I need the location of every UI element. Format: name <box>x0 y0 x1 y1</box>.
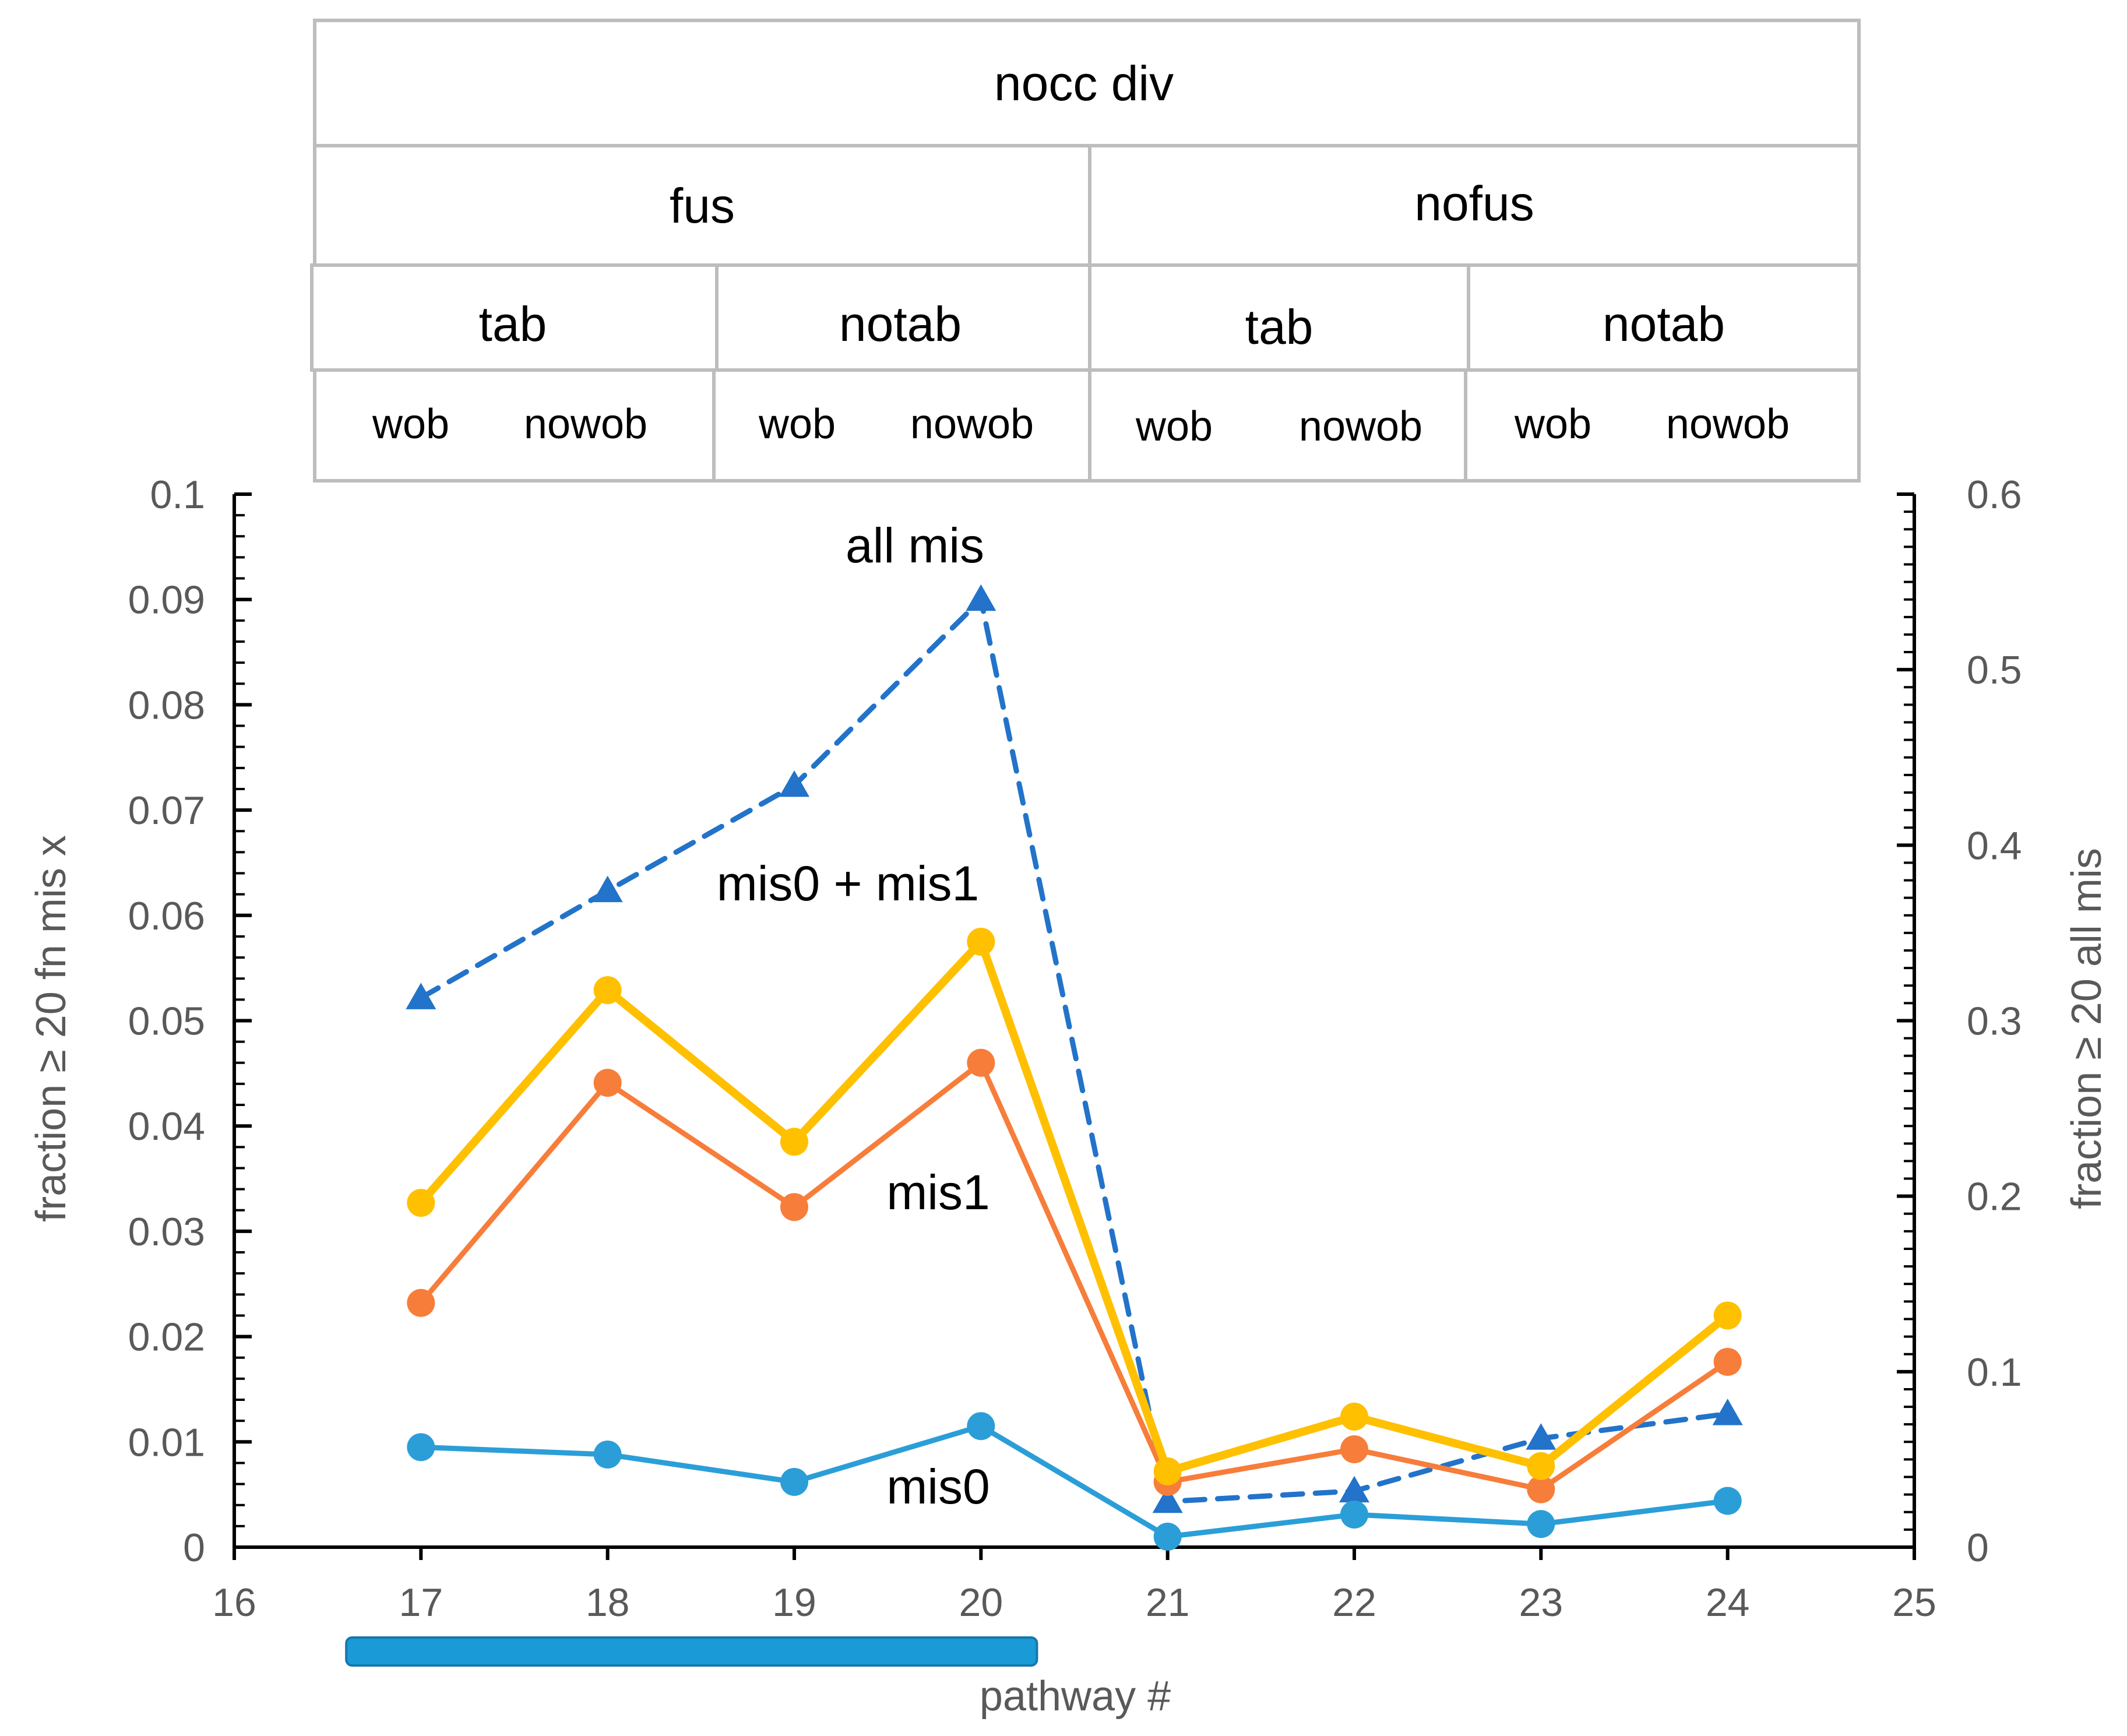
header-wob-1: wob <box>372 401 449 448</box>
y-left-tick-label: 0 <box>183 1526 205 1570</box>
series <box>406 584 1743 1551</box>
data-point-all-mis <box>1152 1486 1183 1513</box>
header-nowob-4: nowob <box>1666 401 1790 448</box>
data-point-mis0 <box>1713 1487 1742 1515</box>
y-left-tick-label: 0.05 <box>128 999 205 1044</box>
data-point-mis1 <box>1340 1435 1368 1463</box>
series-mis1 <box>407 1048 1742 1503</box>
x-tick-label: 24 <box>1706 1580 1750 1625</box>
data-point-mis0 <box>780 1467 808 1496</box>
data-point-all-mis <box>1339 1476 1369 1503</box>
data-point-mis0 <box>1527 1510 1555 1538</box>
series-line-all-mis <box>418 597 1731 1505</box>
y-left-tick-label: 0.07 <box>128 788 205 833</box>
annotation-mis0: mis0 <box>886 1459 989 1514</box>
data-point-mis0-mis1 <box>1713 1301 1742 1330</box>
data-point-all-mis <box>1526 1423 1556 1450</box>
data-point-mis0-mis1 <box>1340 1402 1368 1431</box>
axes: 16 17 18 19 20 21 22 23 24 25 0 0.01 0.02 0.03 0.04 0.0… <box>128 473 2022 1667</box>
data-point-mis0 <box>967 1412 995 1441</box>
y-left-tick-label: 0.09 <box>128 578 205 622</box>
header-table-labels: nocc div fus nofus tab notab tab notab <box>479 56 1725 354</box>
y-left-tick-label: 0.01 <box>128 1420 205 1464</box>
data-point-mis1 <box>1713 1347 1742 1376</box>
data-point-mis0 <box>1340 1500 1368 1529</box>
header-notab-2: notab <box>1603 297 1725 351</box>
data-point-mis0-mis1 <box>407 1189 435 1217</box>
header-wob-4: wob <box>1514 401 1591 448</box>
header-nofus: nofus <box>1414 176 1534 231</box>
data-point-mis0-mis1 <box>1153 1457 1182 1485</box>
data-point-mis1 <box>407 1288 435 1317</box>
x-tick-label: 16 <box>212 1580 256 1625</box>
data-point-mis1 <box>967 1048 995 1077</box>
data-point-all-mis <box>406 983 436 1009</box>
header-tab-2: tab <box>1245 300 1313 354</box>
data-point-mis0-mis1 <box>967 927 995 956</box>
pathway-bar <box>345 1636 1038 1667</box>
header-wob-2: wob <box>758 401 836 448</box>
data-point-mis0 <box>1153 1522 1182 1551</box>
header-notab-1: notab <box>839 297 962 351</box>
series-line-mis1 <box>418 1060 1731 1492</box>
x-tick-label: 23 <box>1519 1580 1563 1625</box>
y-left-tick-label: 0.08 <box>128 683 205 727</box>
data-point-mis0 <box>593 1440 622 1469</box>
y-left-tick-label: 0.1 <box>150 473 205 517</box>
header-nowob-1: nowob <box>524 401 647 448</box>
data-point-mis0-mis1 <box>780 1128 808 1156</box>
header-nowob-3: nowob <box>1299 403 1422 450</box>
y-left-tick-label: 0.06 <box>128 894 205 938</box>
x-tick-label: 17 <box>399 1580 443 1625</box>
series-line-mis0 <box>418 1423 1731 1540</box>
data-point-mis0-mis1 <box>1527 1452 1555 1480</box>
header-table <box>310 19 1861 483</box>
x-tick-label: 20 <box>959 1580 1003 1625</box>
series-all-mis <box>406 584 1743 1513</box>
data-point-mis1 <box>1527 1475 1555 1503</box>
header-table-sublabels: wob nowob wob nowob wob nowob wob nowob <box>372 401 1790 450</box>
data-point-all-mis <box>966 584 996 611</box>
header-nowob-2: nowob <box>910 401 1034 448</box>
series-line-mis0-mis1 <box>417 937 1732 1476</box>
y-right-tick-label: 0.1 <box>1967 1350 2022 1395</box>
y-axis-right-title: fraction ≥ 20 all mis <box>2063 848 2110 1209</box>
x-tick-label: 19 <box>772 1580 816 1625</box>
x-tick-label: 22 <box>1332 1580 1376 1625</box>
y-right-tick-label: 0.2 <box>1967 1175 2022 1219</box>
y-left-tick-label: 0.02 <box>128 1315 205 1360</box>
annotation-mis0-mis1: mis0 + mis1 <box>717 856 979 911</box>
y-right-tick-label: 0 <box>1967 1526 1989 1570</box>
data-point-all-mis <box>592 875 623 903</box>
y-right-tick-label: 0.6 <box>1967 473 2022 517</box>
data-point-mis1 <box>780 1193 808 1221</box>
y-left-tick-label: 0.04 <box>128 1104 205 1149</box>
y-right-tick-label: 0.3 <box>1967 999 2022 1044</box>
x-axis-title: pathway # <box>980 1673 1171 1720</box>
annotation-mis1: mis1 <box>886 1165 989 1220</box>
y-right-tick-label: 0.5 <box>1967 648 2022 692</box>
x-tick-label: 18 <box>586 1580 630 1625</box>
data-point-all-mis <box>779 770 809 797</box>
series-mis0-mis1 <box>407 927 1742 1485</box>
data-point-mis1 <box>593 1069 622 1097</box>
y-axis-left-title: fraction ≥ 20 fn mis x <box>28 835 75 1222</box>
header-wob-3: wob <box>1135 403 1213 450</box>
series-mis0 <box>407 1412 1742 1551</box>
header-fus: fus <box>670 178 735 233</box>
data-point-mis0 <box>407 1433 435 1462</box>
data-point-all-mis <box>1712 1399 1743 1425</box>
y-right-tick-label: 0.4 <box>1967 823 2022 868</box>
header-nocc-div: nocc div <box>994 56 1174 111</box>
x-tick-label: 25 <box>1892 1580 1936 1625</box>
annotations: all mis mis0 + mis1 mis1 mis0 <box>717 518 990 1514</box>
y-left-tick-label: 0.03 <box>128 1210 205 1254</box>
x-tick-label: 21 <box>1146 1580 1190 1625</box>
annotation-all-mis: all mis <box>846 518 984 573</box>
data-point-mis0-mis1 <box>593 976 622 1005</box>
header-tab-1: tab <box>479 297 547 351</box>
